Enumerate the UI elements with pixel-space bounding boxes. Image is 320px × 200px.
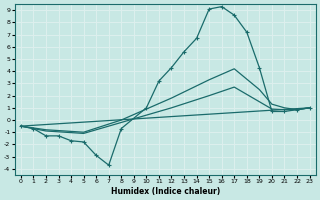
X-axis label: Humidex (Indice chaleur): Humidex (Indice chaleur) (111, 187, 220, 196)
